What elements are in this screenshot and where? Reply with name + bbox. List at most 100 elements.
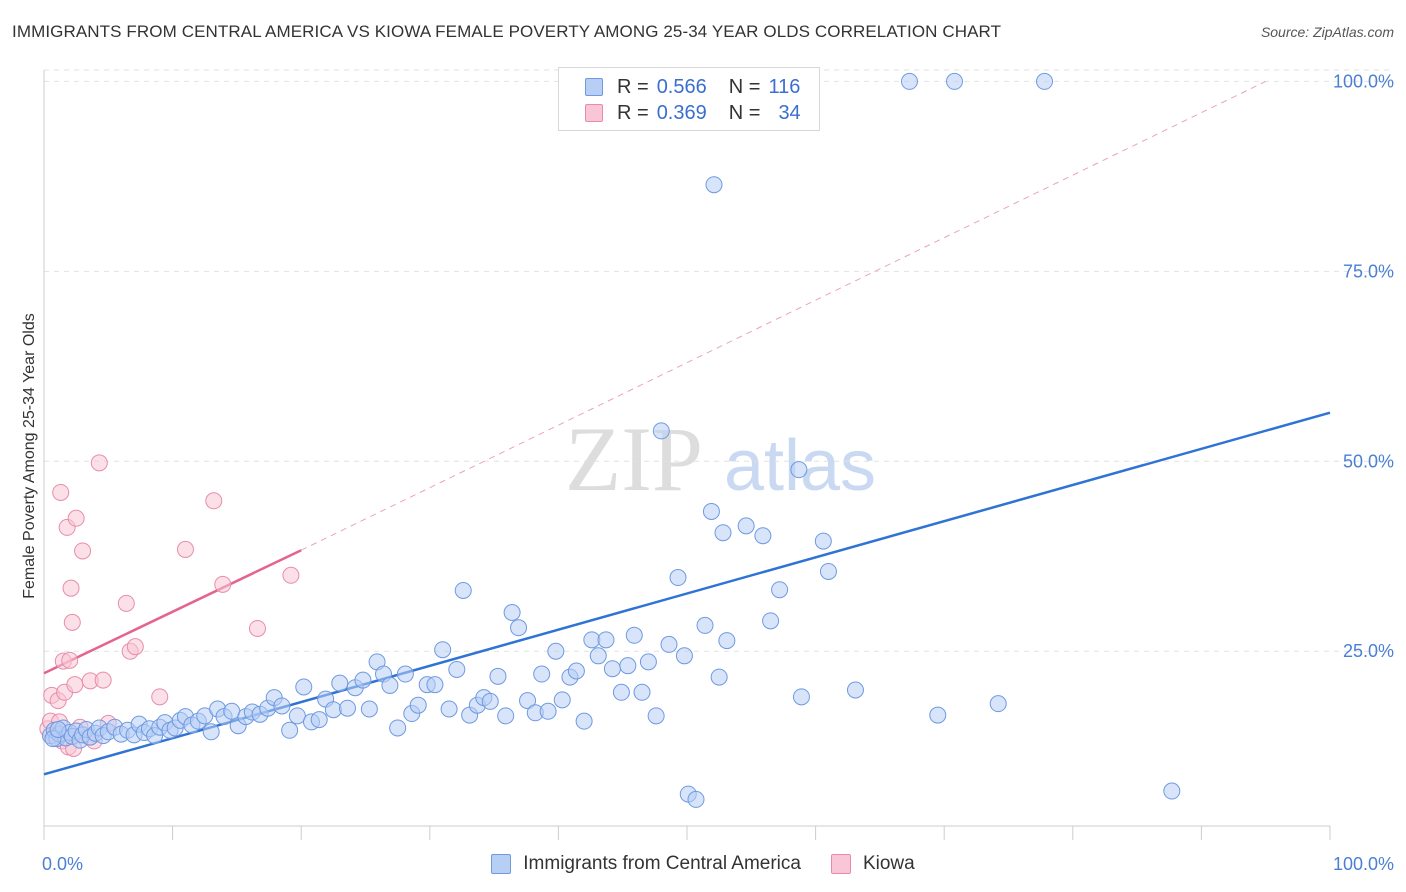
central-america-point	[625, 626, 643, 644]
legend-label: Kiowa	[862, 853, 915, 874]
central-america-point	[696, 616, 714, 634]
legend-label: Immigrants from Central America	[523, 853, 801, 874]
r-label: R =	[617, 101, 649, 124]
central-america-point	[489, 667, 507, 685]
central-america-point	[762, 612, 780, 630]
central-america-point	[454, 581, 472, 599]
y-tick-label: 25.0%	[1343, 641, 1394, 661]
central-america-point	[814, 532, 832, 550]
central-america-point	[945, 72, 963, 90]
central-america-point	[434, 641, 452, 659]
central-america-point	[310, 711, 328, 729]
series-legend: Immigrants from Central America Kiowa	[0, 851, 1406, 877]
central-america-point	[567, 662, 585, 680]
central-america-point	[448, 660, 466, 678]
central-america-point	[49, 721, 67, 739]
blue-swatch-icon	[585, 78, 603, 96]
pink-swatch-icon	[585, 104, 603, 122]
blue-swatch-icon	[491, 854, 512, 874]
kiowa-point	[67, 509, 85, 527]
central-america-point	[409, 696, 427, 714]
central-america-point	[1036, 72, 1054, 90]
y-tick-label: 50.0%	[1343, 451, 1394, 471]
central-america-point	[539, 702, 557, 720]
central-america-point	[790, 461, 808, 479]
central-america-point	[519, 692, 537, 710]
central-america-point	[288, 707, 306, 725]
central-america-point	[675, 647, 693, 665]
y-tick-labels: 25.0% 50.0% 75.0% 100.0%	[1333, 71, 1394, 661]
axes	[43, 70, 1331, 840]
kiowa-point	[248, 619, 266, 637]
central-america-point	[360, 700, 378, 718]
central-america-point	[633, 683, 651, 701]
n-label: N =	[728, 75, 761, 98]
r-label: R =	[617, 75, 649, 98]
stats-legend: R = 0.566 N = 116 R = 0.369 N = 34	[558, 67, 820, 131]
kiowa-trend-line	[43, 549, 302, 675]
central-america-point	[718, 632, 736, 650]
central-america-point	[440, 700, 458, 718]
watermark-zip: ZIP	[565, 408, 703, 510]
central-america-point	[792, 688, 810, 706]
central-america-point	[652, 422, 670, 440]
stats-row-central-america: R = 0.566 N = 116	[585, 74, 800, 100]
kiowa-point	[214, 575, 232, 593]
central-america-point	[497, 707, 515, 725]
n-label: N =	[728, 101, 761, 124]
pink-swatch-icon	[830, 854, 851, 874]
central-america-point	[639, 653, 657, 671]
watermark: ZIP atlas	[565, 408, 876, 510]
central-america-point	[710, 668, 728, 686]
central-america-point	[771, 581, 789, 599]
central-america-point	[481, 692, 499, 710]
legend-item-central-america[interactable]: Immigrants from Central America	[491, 853, 801, 875]
kiowa-point	[66, 676, 84, 694]
r-value: 0.566	[656, 75, 707, 98]
central-america-point	[619, 657, 637, 675]
kiowa-point	[282, 566, 300, 584]
central-america-point	[396, 665, 414, 683]
central-america-point	[281, 721, 299, 739]
kiowa-point	[74, 542, 92, 560]
central-america-point	[660, 635, 678, 653]
central-america-point	[1163, 782, 1181, 800]
central-america-point	[754, 527, 772, 545]
kiowa-point	[176, 540, 194, 558]
gridlines	[44, 69, 1394, 652]
kiowa-point	[151, 688, 169, 706]
source-credit: Source: ZipAtlas.com	[1260, 24, 1394, 40]
central-america-point	[553, 691, 571, 709]
kiowa-point	[52, 483, 70, 501]
kiowa-point	[90, 454, 108, 472]
central-america-point	[929, 706, 947, 724]
central-america-point	[819, 562, 837, 580]
central-america-point	[702, 502, 720, 520]
central-america-point	[687, 790, 705, 808]
central-america-point	[273, 697, 291, 715]
kiowa-point	[62, 579, 80, 597]
central-america-point	[737, 517, 755, 535]
central-america-point	[714, 524, 732, 542]
r-value: 0.369	[656, 101, 707, 124]
y-tick-label: 75.0%	[1343, 261, 1394, 281]
central-america-points	[41, 72, 1181, 808]
central-america-point	[647, 707, 665, 725]
kiowa-point	[63, 613, 81, 631]
central-america-point	[669, 569, 687, 587]
central-america-point	[705, 176, 723, 194]
central-america-point	[354, 671, 372, 689]
kiowa-trend-extension	[300, 80, 1266, 551]
central-america-point	[324, 701, 342, 719]
central-america-point	[603, 660, 621, 678]
x-tick-labels: 0.0% 100.0%	[42, 854, 1394, 874]
x-tick-label: 0.0%	[42, 854, 83, 874]
central-america-point	[575, 712, 593, 730]
legend-item-kiowa[interactable]: Kiowa	[830, 853, 915, 875]
y-tick-label: 100.0%	[1333, 71, 1394, 91]
central-america-point	[846, 681, 864, 699]
kiowa-point	[126, 638, 144, 656]
central-america-point	[389, 719, 407, 737]
kiowa-point	[61, 651, 79, 669]
